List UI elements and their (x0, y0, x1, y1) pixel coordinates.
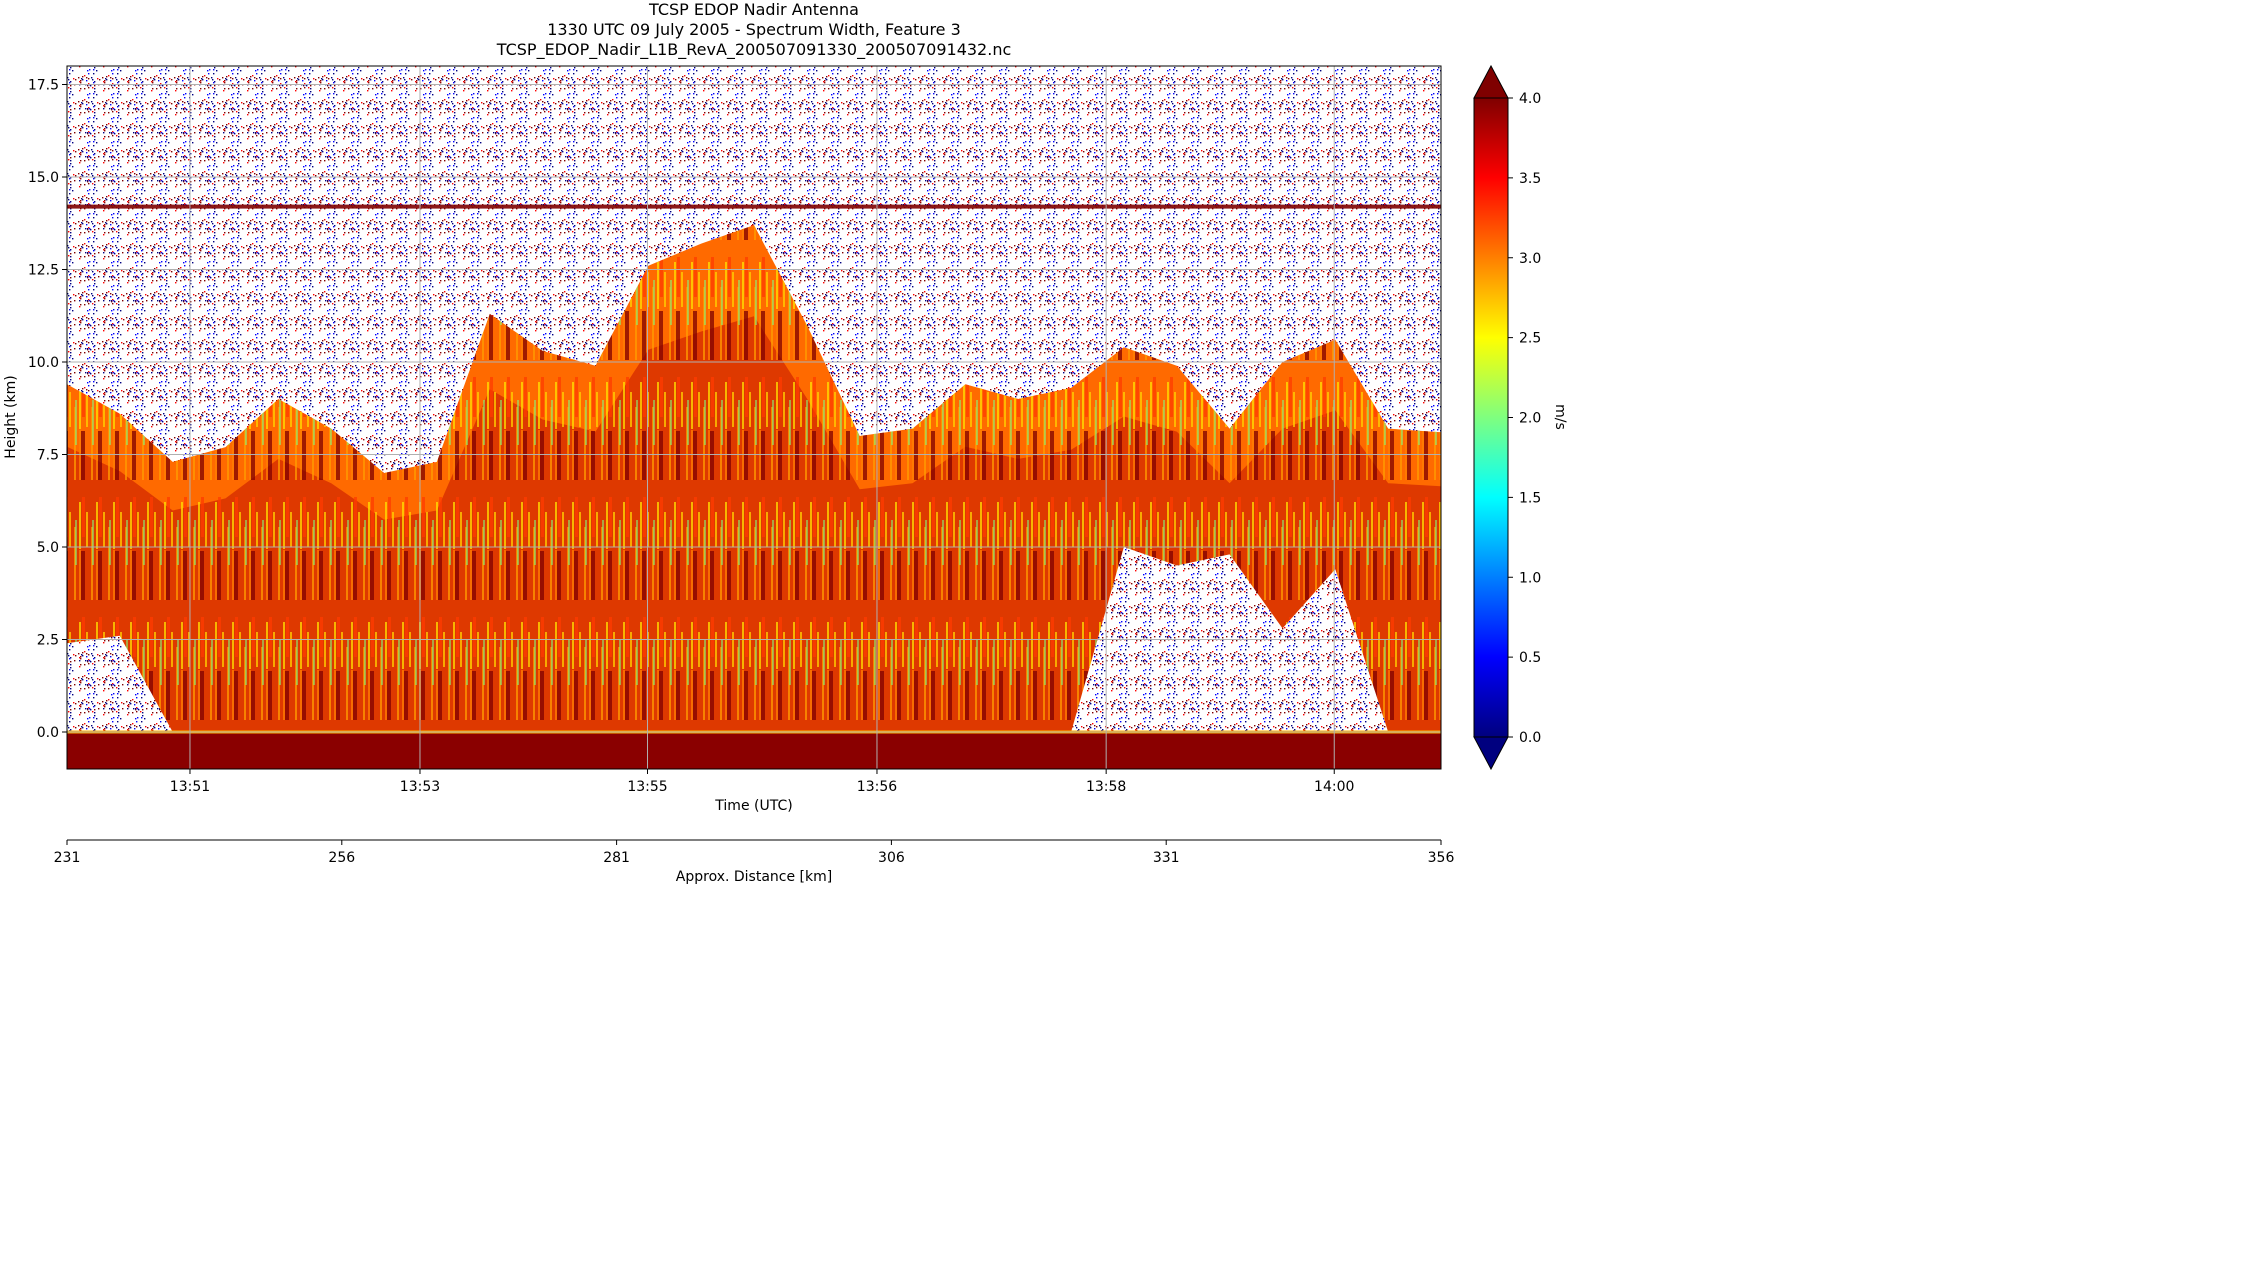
upper-layer-line (67, 204, 1441, 209)
distance-axis: 231 256 281 306 331 356 (54, 840, 1455, 866)
y-tick-label: 0.0 (37, 725, 59, 741)
y-tick-label: 17.5 (28, 78, 59, 94)
colorbar-tick-label: 0.5 (1519, 650, 1541, 666)
distance-tick-label: 281 (603, 850, 630, 866)
y-tick-label: 15.0 (28, 170, 59, 186)
y-tick-label: 12.5 (28, 263, 59, 279)
colorbar-tick-label: 1.5 (1519, 490, 1541, 506)
y-tick-label: 7.5 (37, 448, 59, 464)
colorbar-label: m/s (1552, 404, 1568, 430)
x-axis: 13:51 13:53 13:55 13:56 13:58 14:00 (170, 769, 1354, 795)
distance-tick-label: 231 (54, 850, 81, 866)
colorbar-extend-min (1473, 736, 1509, 771)
x-tick-label: 14:00 (1314, 779, 1354, 795)
chart-title: TCSP EDOP Nadir Antenna (649, 0, 859, 19)
echo-streaks (67, 225, 1441, 732)
spectrum-width-field (67, 66, 1441, 769)
x-axis-label: Time (UTC) (714, 798, 792, 814)
chart-subtitle: 1330 UTC 09 July 2005 - Spectrum Width, … (547, 20, 961, 39)
x-tick-label: 13:56 (857, 779, 897, 795)
x-tick-label: 13:58 (1086, 779, 1126, 795)
x-tick-label: 13:55 (627, 779, 667, 795)
plot-frame (66, 65, 1442, 770)
y-tick-label: 10.0 (28, 355, 59, 371)
surface-band (67, 732, 1441, 769)
chart-figure: TCSP EDOP Nadir Antenna 1330 UTC 09 July… (0, 0, 1568, 890)
colorbar-gradient (1473, 97, 1509, 738)
distance-tick-label: 306 (878, 850, 905, 866)
colorbar-tick-label: 3.0 (1519, 251, 1541, 267)
colorbar-tick-label: 3.5 (1519, 171, 1541, 187)
colorbar-tick-label: 1.0 (1519, 570, 1541, 586)
y-tick-label: 2.5 (37, 633, 59, 649)
distance-tick-label: 356 (1428, 850, 1455, 866)
grid-lines (67, 66, 1441, 769)
colorbar-tick-label: 4.0 (1519, 91, 1541, 107)
distance-axis-label: Approx. Distance [km] (676, 869, 832, 885)
y-tick-label: 5.0 (37, 540, 59, 556)
colorbar-tick-label: 2.0 (1519, 411, 1541, 427)
colorbar: 0.0 0.5 1.0 1.5 2.0 2.5 3.0 3.5 4.0 (1473, 64, 1541, 771)
chart-svg: 0.02.55.07.510.012.515.017.5 13:51 13:53 1… (3, 64, 1568, 885)
x-tick-label: 13:51 (170, 779, 210, 795)
distance-tick-label: 331 (1153, 850, 1180, 866)
colorbar-tick-label: 0.0 (1519, 730, 1541, 746)
colorbar-extend-max (1473, 64, 1509, 99)
x-tick-label: 13:53 (400, 779, 440, 795)
colorbar-tick-label: 2.5 (1519, 331, 1541, 347)
y-axis: 0.0 2.5 5.0 7.5 10.0 12.5 15.0 17.5 (28, 78, 67, 741)
distance-tick-label: 256 (328, 850, 355, 866)
low-level-gap (67, 547, 1441, 732)
y-axis-label: Height (km) (3, 375, 19, 458)
chart-filename: TCSP_EDOP_Nadir_L1B_RevA_200507091330_20… (496, 40, 1012, 59)
